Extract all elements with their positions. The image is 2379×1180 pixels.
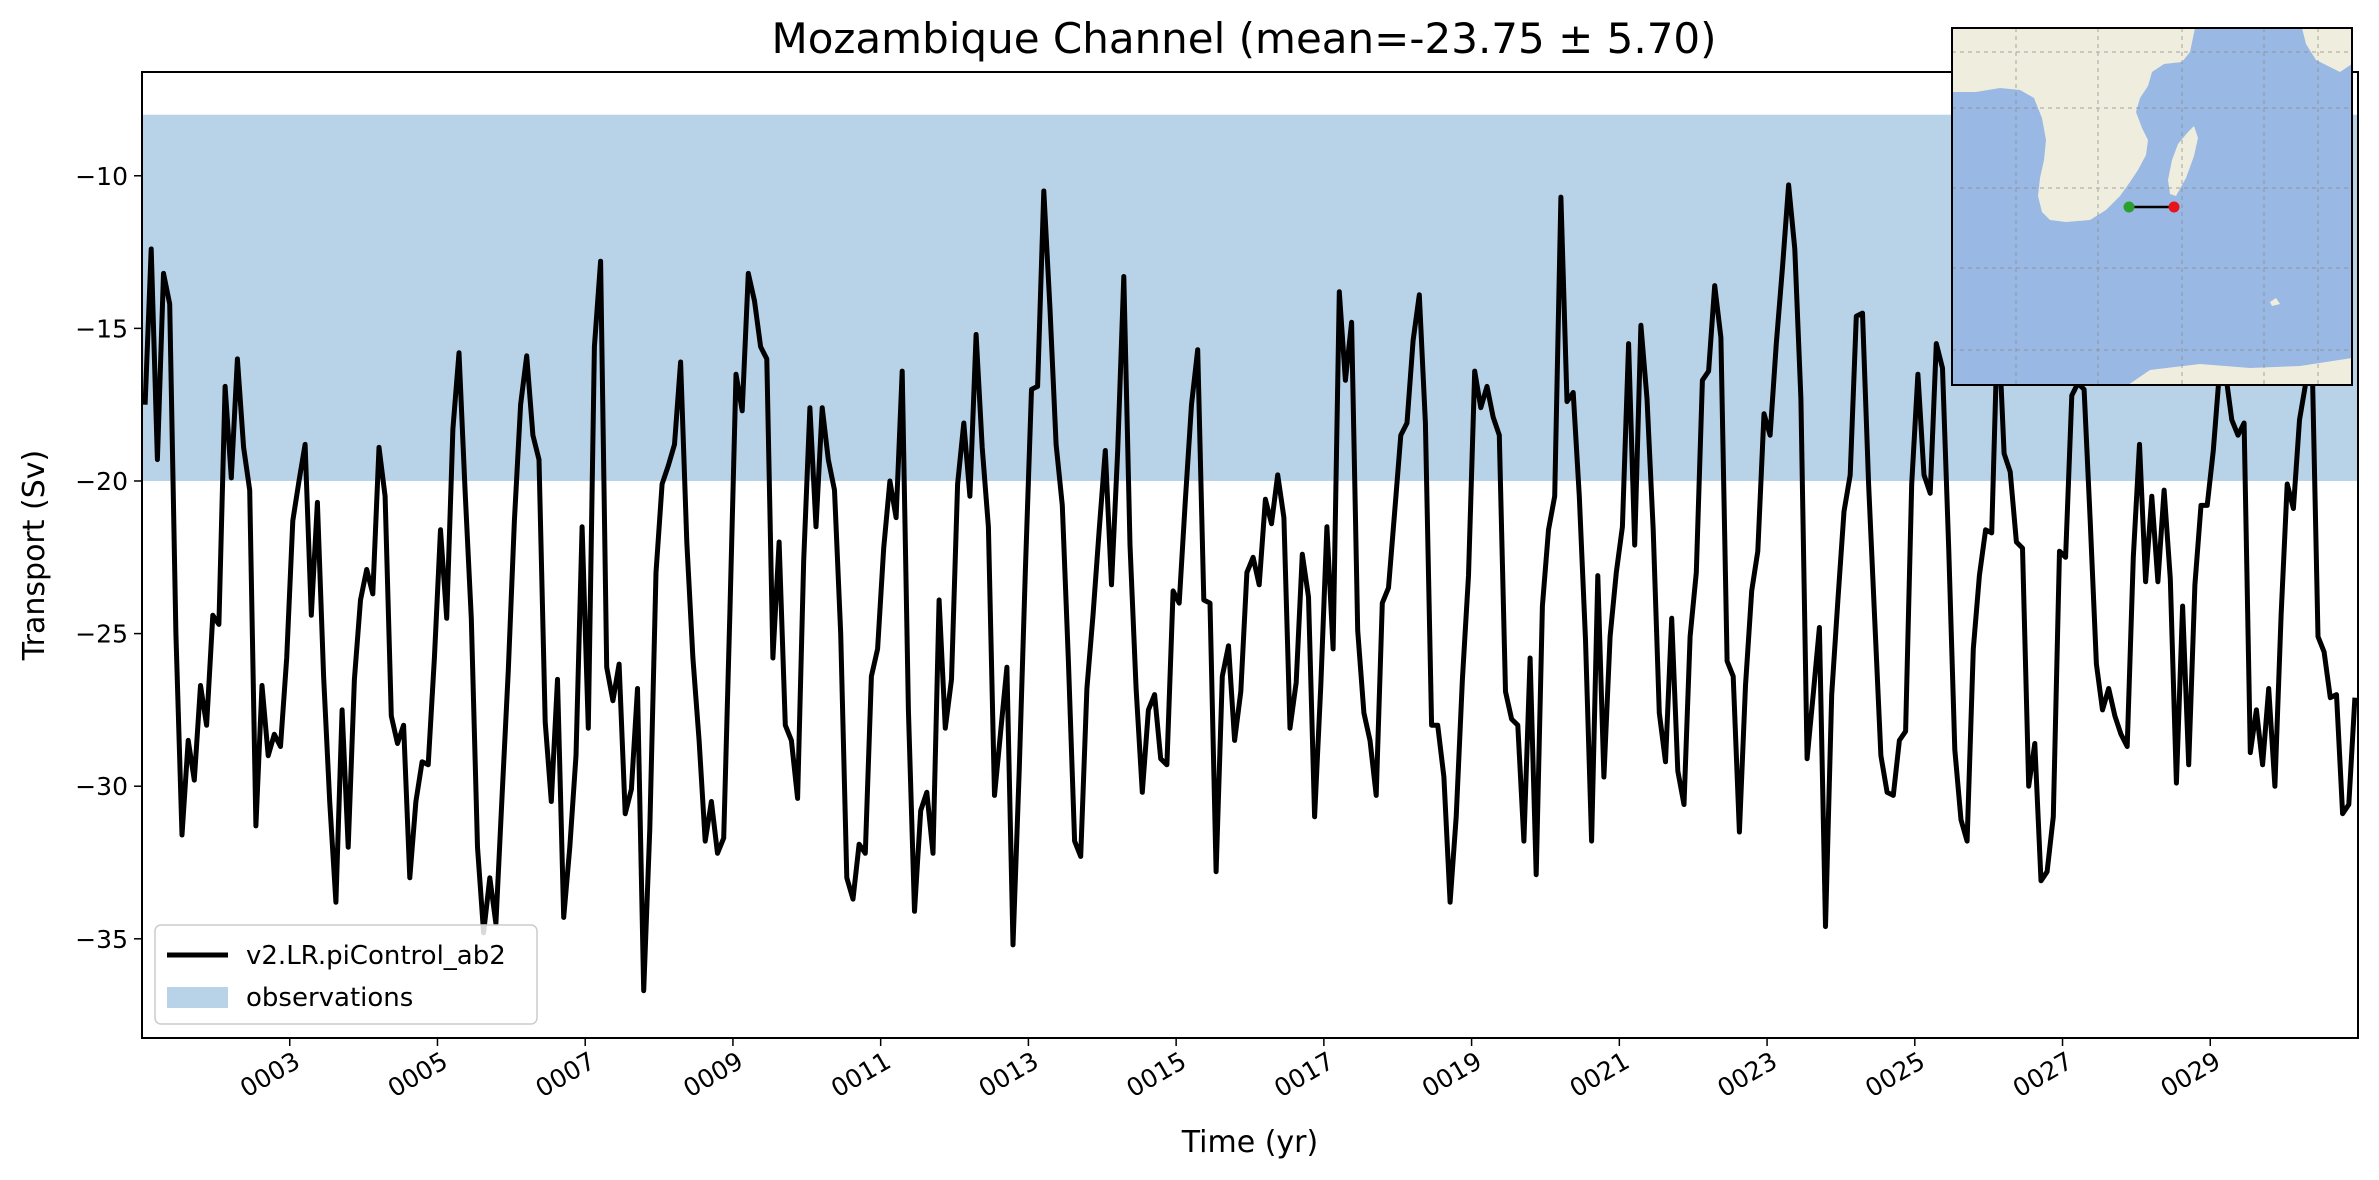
inset-map-africa	[1952, 28, 2195, 222]
y-axis-ticks: −10 −15 −20 −25 −30 −35	[75, 162, 142, 954]
plot-frame	[141, 71, 2359, 1039]
legend: v2.LR.piControl_ab2 observations	[154, 924, 538, 1025]
y-tick-label: −15	[75, 314, 128, 343]
chart-title: Mozambique Channel (mean=-23.75 ± 5.70)	[771, 14, 1716, 63]
inset-map-section-end	[2168, 201, 2180, 213]
y-tick-label: −25	[75, 620, 128, 649]
y-tick-label: −10	[75, 162, 128, 191]
legend-label-series: v2.LR.piControl_ab2	[246, 941, 506, 971]
inset-map-section-start	[2123, 201, 2135, 213]
series-line-v2-lr-picontrol-ab2	[142, 182, 2358, 994]
y-tick-label: −35	[75, 925, 128, 954]
legend-frame	[154, 924, 538, 1025]
inset-map-antarctica	[2128, 358, 2352, 385]
inset-map-frame	[1951, 27, 2353, 386]
y-tick-label: −30	[75, 772, 128, 801]
inset-map-arabia	[2302, 28, 2352, 72]
inset-map-kerguelen	[2270, 298, 2280, 306]
y-axis-label: Transport (Sv)	[17, 450, 52, 662]
legend-label-observations: observations	[246, 983, 413, 1013]
y-tick-label: −20	[75, 467, 128, 496]
legend-swatch-observations	[167, 987, 228, 1008]
inset-map-madagascar	[2168, 126, 2198, 196]
inset-map	[1951, 27, 2353, 386]
inset-map-gridlines	[1952, 28, 2352, 385]
x-axis-label: Time (yr)	[1181, 1125, 1318, 1160]
